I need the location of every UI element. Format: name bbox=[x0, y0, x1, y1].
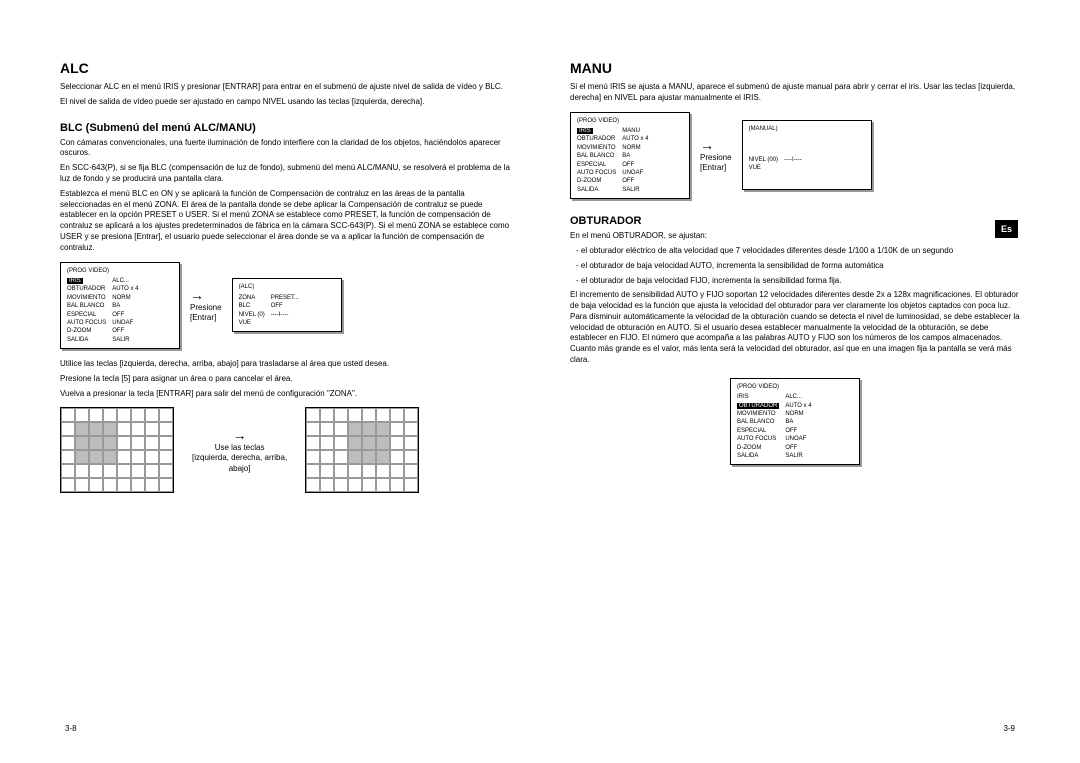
blc-menu-row: (PROG VIDEO) IRISALC...OBTURADORAUTO x 4… bbox=[60, 262, 510, 350]
alc-heading: ALC bbox=[60, 60, 510, 76]
alc-menu: (ALC) ZONAPRESET...BLCOFFNIVEL (0)----I-… bbox=[232, 278, 342, 332]
blc-p8: Vuelva a presionar la tecla [ENTRAR] par… bbox=[60, 389, 510, 400]
page-number-left: 3-8 bbox=[65, 724, 77, 733]
blc-heading: BLC (Submenú del menú ALC/MANU) bbox=[60, 122, 510, 134]
obt-li1: - el obturador eléctrico de alta velocid… bbox=[570, 246, 1020, 257]
prog-video-menu-obturador: (PROG VIDEO) IRISALC...OBTURADORAUTO x 4… bbox=[730, 378, 860, 466]
arrow-icon: → Use las teclas [izquierda, derecha, ar… bbox=[192, 427, 287, 474]
page-number-right: 3-9 bbox=[1003, 724, 1015, 733]
obturador-heading: OBTURADOR bbox=[570, 215, 1020, 227]
alc-p2: El nivel de salida de vídeo puede ser aj… bbox=[60, 97, 510, 108]
language-tab: Es bbox=[995, 220, 1018, 238]
blc-p3: Con cámaras convencionales, una fuerte i… bbox=[60, 138, 510, 160]
obt-li3: - el obturador de baja velocidad FIJO, i… bbox=[570, 276, 1020, 287]
arrow-icon: → Presione [Entrar] bbox=[190, 287, 222, 324]
alc-p1: Seleccionar ALC en el menú IRIS y presio… bbox=[60, 82, 510, 93]
zone-grid-1 bbox=[60, 407, 174, 493]
obt-li2: - el obturador de baja velocidad AUTO, i… bbox=[570, 261, 1020, 272]
blc-p4: En SCC-643(P), si se fija BLC (compensac… bbox=[60, 163, 510, 185]
left-column: ALC Seleccionar ALC en el menú IRIS y pr… bbox=[60, 60, 510, 763]
manual-menu: (MANUAL) NIVEL (00)----I----VUE bbox=[742, 120, 872, 190]
manu-menu-row: (PROG VIDEO) IRISMANUOBTURADORAUTO x 4MO… bbox=[570, 112, 1020, 200]
manu-heading: MANU bbox=[570, 60, 1020, 76]
blc-p6: Utilice las teclas [izquierda, derecha, … bbox=[60, 359, 510, 370]
right-column: MANU Si el menú IRIS se ajusta a MANU, a… bbox=[570, 60, 1020, 763]
obt-p3: El incremento de sensibilidad AUTO y FIJ… bbox=[570, 290, 1020, 366]
prog-video-menu: (PROG VIDEO) IRISALC...OBTURADORAUTO x 4… bbox=[60, 262, 180, 350]
arrow-icon: → Presione [Entrar] bbox=[700, 137, 732, 174]
blc-p5: Establezca el menú BLC en ON y se aplica… bbox=[60, 189, 510, 254]
blc-p7: Presione la tecla [5] para asignar un ár… bbox=[60, 374, 510, 385]
zone-grids: → Use las teclas [izquierda, derecha, ar… bbox=[60, 407, 510, 493]
obt-p2: En el menú OBTURADOR, se ajustan: bbox=[570, 231, 1020, 242]
prog-video-menu-manu: (PROG VIDEO) IRISMANUOBTURADORAUTO x 4MO… bbox=[570, 112, 690, 200]
manu-p1: Si el menú IRIS se ajusta a MANU, aparec… bbox=[570, 82, 1020, 104]
zone-grid-2 bbox=[305, 407, 419, 493]
